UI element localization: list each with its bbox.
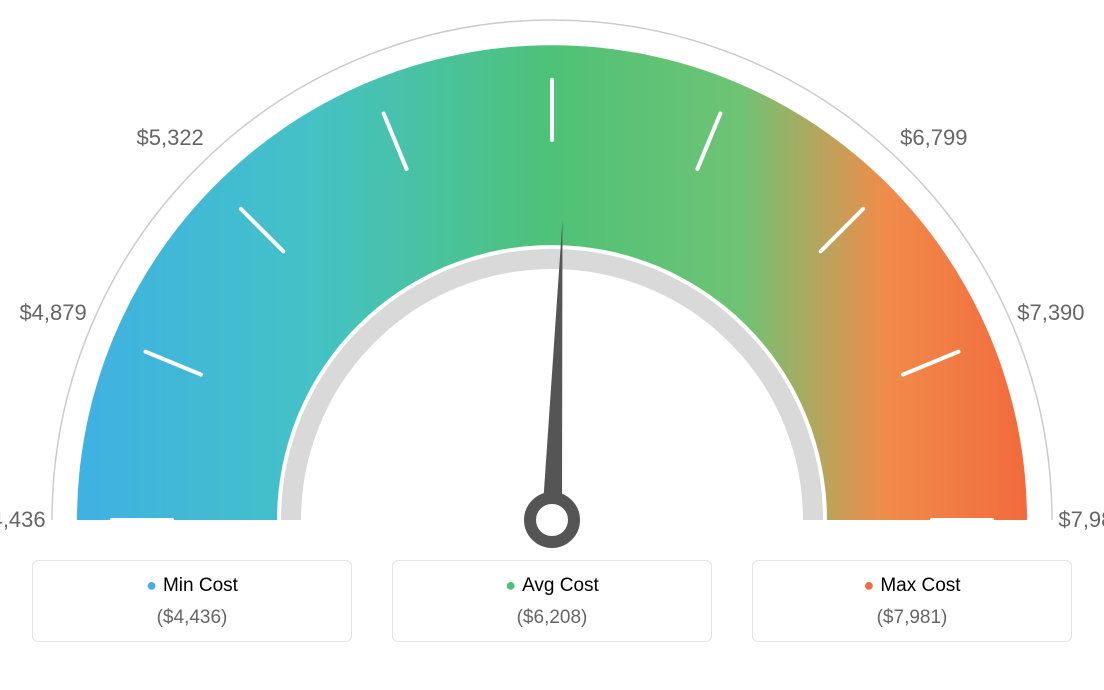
legend-value-max: ($7,981) <box>753 607 1071 629</box>
legend-title-avg: ● Avg Cost <box>393 575 711 597</box>
gauge-tick-label: $4,879 <box>19 300 86 326</box>
gauge-chart: $4,436$4,879$5,322$6,208$6,799$7,390$7,9… <box>0 0 1104 560</box>
legend-label: Min Cost <box>163 575 238 596</box>
gauge-tick-label: $6,799 <box>900 125 967 151</box>
dot-icon: ● <box>146 575 157 595</box>
dot-icon: ● <box>863 575 874 595</box>
gauge-tick-label: $7,981 <box>1058 507 1104 533</box>
legend-row: ● Min Cost ($4,436) ● Avg Cost ($6,208) ● M… <box>0 560 1104 642</box>
gauge-tick-label: $4,436 <box>0 507 46 533</box>
legend-label: Max Cost <box>880 575 960 596</box>
legend-value-min: ($4,436) <box>33 607 351 629</box>
legend-card-max: ● Max Cost ($7,981) <box>752 560 1072 642</box>
legend-value-avg: ($6,208) <box>393 607 711 629</box>
legend-card-min: ● Min Cost ($4,436) <box>32 560 352 642</box>
legend-title-max: ● Max Cost <box>753 575 1071 597</box>
gauge-svg <box>0 0 1104 560</box>
legend-card-avg: ● Avg Cost ($6,208) <box>392 560 712 642</box>
gauge-tick-label: $5,322 <box>137 125 204 151</box>
legend-label: Avg Cost <box>522 575 599 596</box>
dot-icon: ● <box>505 575 516 595</box>
gauge-tick-label: $7,390 <box>1017 300 1084 326</box>
legend-title-min: ● Min Cost <box>33 575 351 597</box>
